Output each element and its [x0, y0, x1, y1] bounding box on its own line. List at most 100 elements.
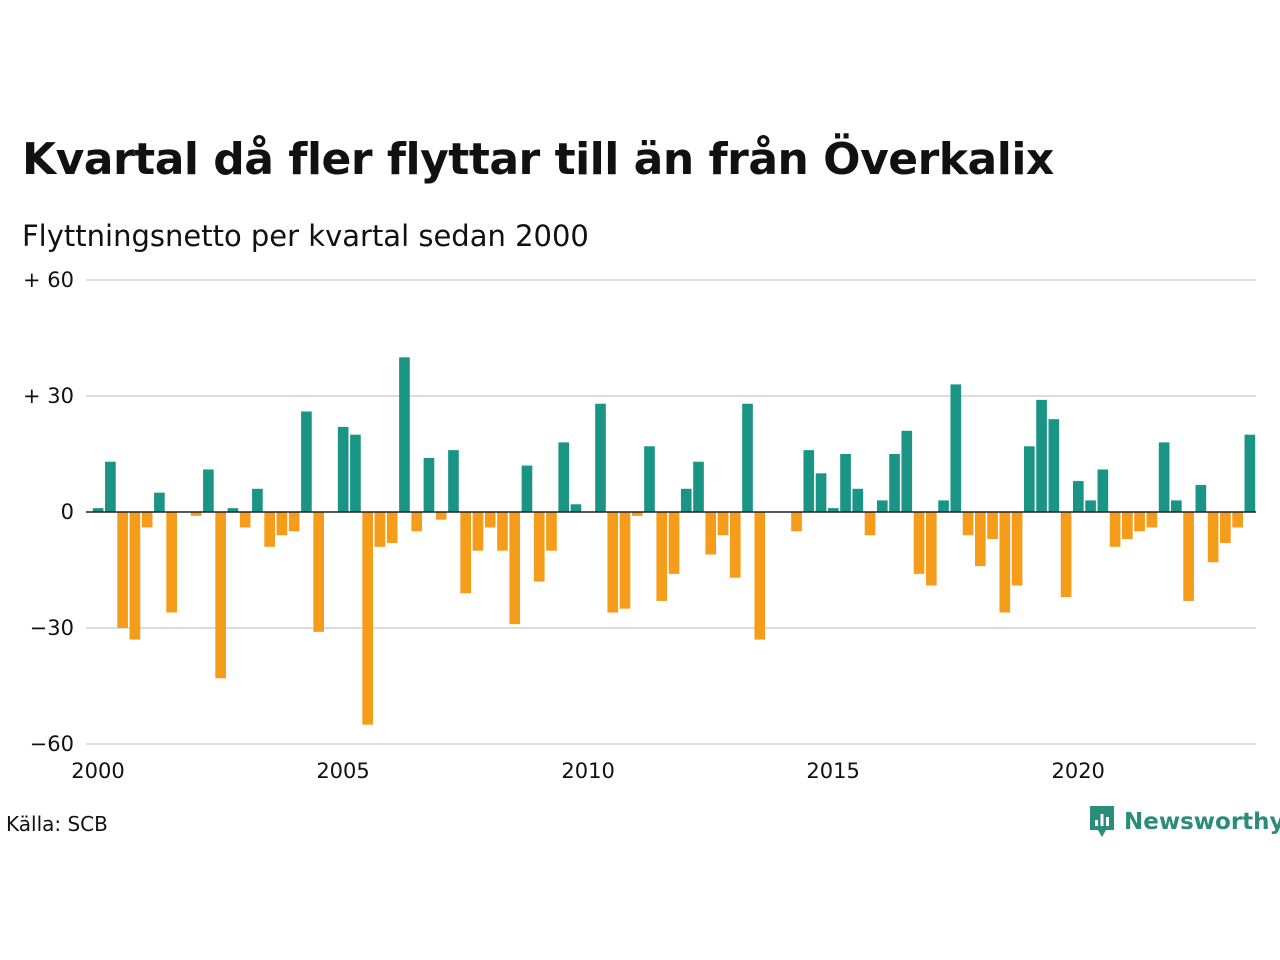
bar-2016-q3	[901, 430, 913, 512]
bar-2012-q4	[717, 512, 729, 536]
bar-2020-q4	[1109, 512, 1121, 547]
bar-2005-q4	[374, 512, 386, 547]
bar-2009-q1	[533, 512, 545, 582]
bar-2022-q3	[1195, 484, 1207, 512]
bar-2016-q1	[876, 500, 888, 512]
x-tick-label: 2015	[806, 759, 859, 783]
bar-2012-q1	[680, 488, 692, 512]
y-tick-label: + 60	[23, 268, 74, 292]
bar-2022-q4	[1207, 512, 1219, 563]
bar-2013-q1	[729, 512, 741, 578]
bar-2000-q4	[129, 512, 141, 640]
bar-2017-q3	[950, 384, 962, 512]
source-note: Källa: SCB	[6, 812, 108, 836]
chart-subtitle: Flyttningsnetto per kvartal sedan 2000	[22, 219, 589, 253]
bar-2003-q1	[239, 512, 251, 528]
bar-2021-q4	[1158, 442, 1170, 512]
bar-2022-q1	[1171, 500, 1182, 512]
bar-2017-q1	[925, 512, 937, 586]
bar-2023-q2	[1232, 512, 1243, 528]
bar-2005-q1	[337, 426, 349, 512]
bar-2003-q4	[276, 512, 288, 536]
x-tick-label: 2020	[1051, 759, 1104, 783]
bar-2004-q2	[301, 411, 312, 512]
bar-2000-q2	[105, 461, 116, 512]
bar-2011-q2	[644, 446, 655, 512]
bar-2019-q3	[1048, 419, 1060, 512]
bar-2023-q1	[1220, 512, 1231, 543]
bar-chart-speech-bubble-icon	[1090, 806, 1114, 837]
bar-2016-q2	[889, 454, 900, 512]
bar-2013-q3	[754, 512, 766, 640]
x-tick-label: 2000	[71, 759, 124, 783]
brand-name: Newsworthy	[1124, 809, 1280, 835]
bar-2009-q2	[546, 512, 557, 551]
bar-2018-q2	[987, 512, 998, 540]
bar-2011-q4	[668, 512, 680, 574]
bar-2007-q3	[460, 512, 472, 594]
bar-2000-q3	[117, 512, 128, 628]
bar-2019-q1	[1024, 446, 1035, 512]
bar-2008-q2	[497, 512, 508, 551]
bar-2002-q3	[215, 512, 226, 679]
bar-2019-q2	[1036, 399, 1047, 512]
bar-2000-q1	[92, 508, 104, 512]
bar-2015-q3	[852, 488, 864, 512]
bar-2020-q3	[1097, 469, 1109, 512]
bar-2006-q2	[399, 357, 410, 512]
bar-2010-q3	[607, 512, 619, 613]
x-tick-label: 2005	[316, 759, 369, 783]
bar-2008-q3	[509, 512, 521, 625]
bar-2013-q2	[742, 403, 753, 512]
x-tick-label: 2010	[561, 759, 614, 783]
chart-title: Kvartal då fler flyttar till än från Öve…	[22, 134, 1054, 185]
bar-2005-q2	[350, 434, 361, 512]
bar-2009-q4	[570, 504, 582, 512]
y-tick-label: + 30	[23, 384, 74, 408]
bar-2007-q4	[472, 512, 484, 551]
bar-2004-q3	[313, 512, 324, 632]
bar-2012-q3	[705, 512, 717, 555]
y-tick-label: −30	[30, 616, 74, 640]
bar-2022-q2	[1183, 512, 1194, 601]
bar-2006-q1	[386, 512, 398, 543]
bar-2009-q3	[558, 442, 570, 512]
bar-2012-q2	[693, 461, 704, 512]
bar-2019-q4	[1060, 512, 1072, 598]
bar-2017-q4	[962, 512, 974, 536]
bar-2021-q3	[1146, 512, 1158, 528]
brand-logo[interactable]: Newsworthy	[1088, 804, 1280, 840]
bar-2010-q4	[619, 512, 631, 609]
bar-2006-q3	[411, 512, 423, 532]
bar-2021-q1	[1122, 512, 1133, 540]
bar-2020-q2	[1085, 500, 1096, 512]
gridlines	[86, 279, 1256, 745]
bar-2015-q2	[840, 454, 851, 512]
bar-2021-q2	[1134, 512, 1145, 532]
bar-2018-q4	[1011, 512, 1023, 586]
bar-2001-q3	[166, 512, 177, 613]
bar-2017-q2	[938, 500, 949, 512]
bar-2002-q2	[203, 469, 214, 512]
bar-2014-q3	[803, 450, 815, 512]
y-tick-label: 0	[61, 500, 74, 524]
y-tick-label: −60	[30, 732, 74, 756]
bar-chart: + 60 + 30 0 −30 −60 2000 2005 2010 2015 2020	[23, 268, 1256, 783]
bar-2003-q3	[264, 512, 275, 547]
bar-2008-q1	[484, 512, 496, 528]
axes: + 60 + 30 0 −30 −60 2000 2005 2010 2015 2020	[23, 268, 1256, 783]
bar-2011-q1	[631, 512, 643, 516]
bars	[92, 357, 1256, 725]
bar-2004-q1	[288, 512, 300, 532]
bar-2018-q3	[999, 512, 1011, 613]
bar-2005-q3	[362, 512, 374, 725]
bar-2015-q4	[864, 512, 876, 536]
bar-2003-q2	[252, 488, 263, 512]
bar-2008-q4	[521, 465, 533, 512]
bar-2007-q1	[435, 512, 447, 520]
bar-2006-q4	[423, 457, 435, 512]
bar-2010-q2	[595, 403, 606, 512]
bar-2001-q1	[141, 512, 153, 528]
bar-2007-q2	[448, 450, 459, 512]
bar-2014-q2	[791, 512, 802, 532]
